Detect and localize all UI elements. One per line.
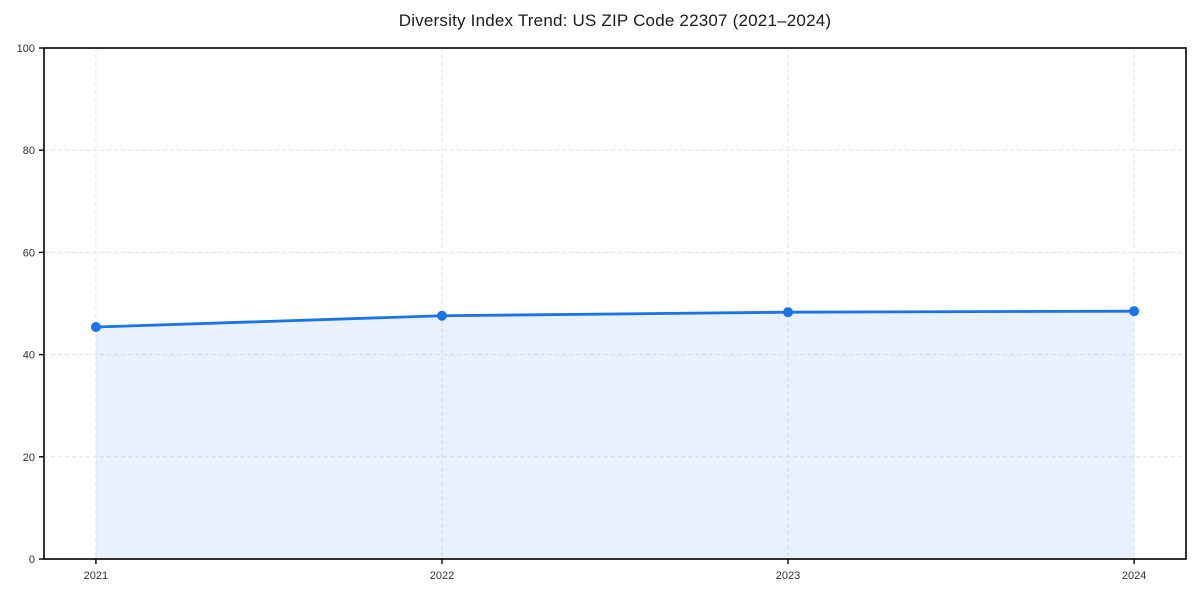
y-axis-tick-label: 100 [17, 43, 35, 55]
data-point [436, 310, 447, 321]
trend-line [94, 309, 1136, 329]
y-axis-tick-label: 80 [23, 145, 35, 157]
plot-border [43, 47, 1187, 560]
y-axis-tick-label: 40 [23, 350, 35, 362]
area-fill [95, 311, 1135, 559]
x-axis-tick-label: 2022 [430, 570, 454, 582]
data-point [783, 307, 794, 318]
y-axis-tick-label: 20 [23, 452, 35, 464]
x-axis-tick-label: 2023 [776, 570, 800, 582]
data-point [1129, 306, 1140, 317]
y-axis-tick-label: 60 [23, 247, 35, 259]
data-point [90, 322, 101, 333]
x-axis-tick-label: 2021 [84, 570, 108, 582]
x-axis-tick-label: 2024 [1122, 570, 1146, 582]
y-axis-tick-label: 0 [29, 554, 35, 566]
chart-title: Diversity Index Trend: US ZIP Code 22307… [398, 11, 832, 30]
